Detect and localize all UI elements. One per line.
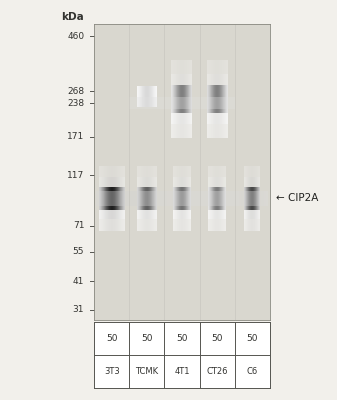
Text: 117: 117: [67, 171, 84, 180]
Text: 31: 31: [73, 305, 84, 314]
Text: ← CIP2A: ← CIP2A: [276, 193, 319, 203]
Text: 50: 50: [106, 334, 118, 343]
Text: 55: 55: [73, 247, 84, 256]
Text: 238: 238: [67, 99, 84, 108]
Text: 50: 50: [176, 334, 188, 343]
Text: kDa: kDa: [61, 12, 84, 22]
Text: 41: 41: [73, 277, 84, 286]
Text: 50: 50: [141, 334, 153, 343]
Text: CT26: CT26: [206, 367, 228, 376]
Text: TCMK: TCMK: [135, 367, 158, 376]
Text: C6: C6: [246, 367, 258, 376]
Text: 71: 71: [73, 221, 84, 230]
Text: 268: 268: [67, 87, 84, 96]
Text: 50: 50: [211, 334, 223, 343]
Text: 4T1: 4T1: [174, 367, 190, 376]
Text: 3T3: 3T3: [104, 367, 120, 376]
Text: 460: 460: [67, 32, 84, 41]
Text: 171: 171: [67, 132, 84, 141]
Text: 50: 50: [246, 334, 258, 343]
